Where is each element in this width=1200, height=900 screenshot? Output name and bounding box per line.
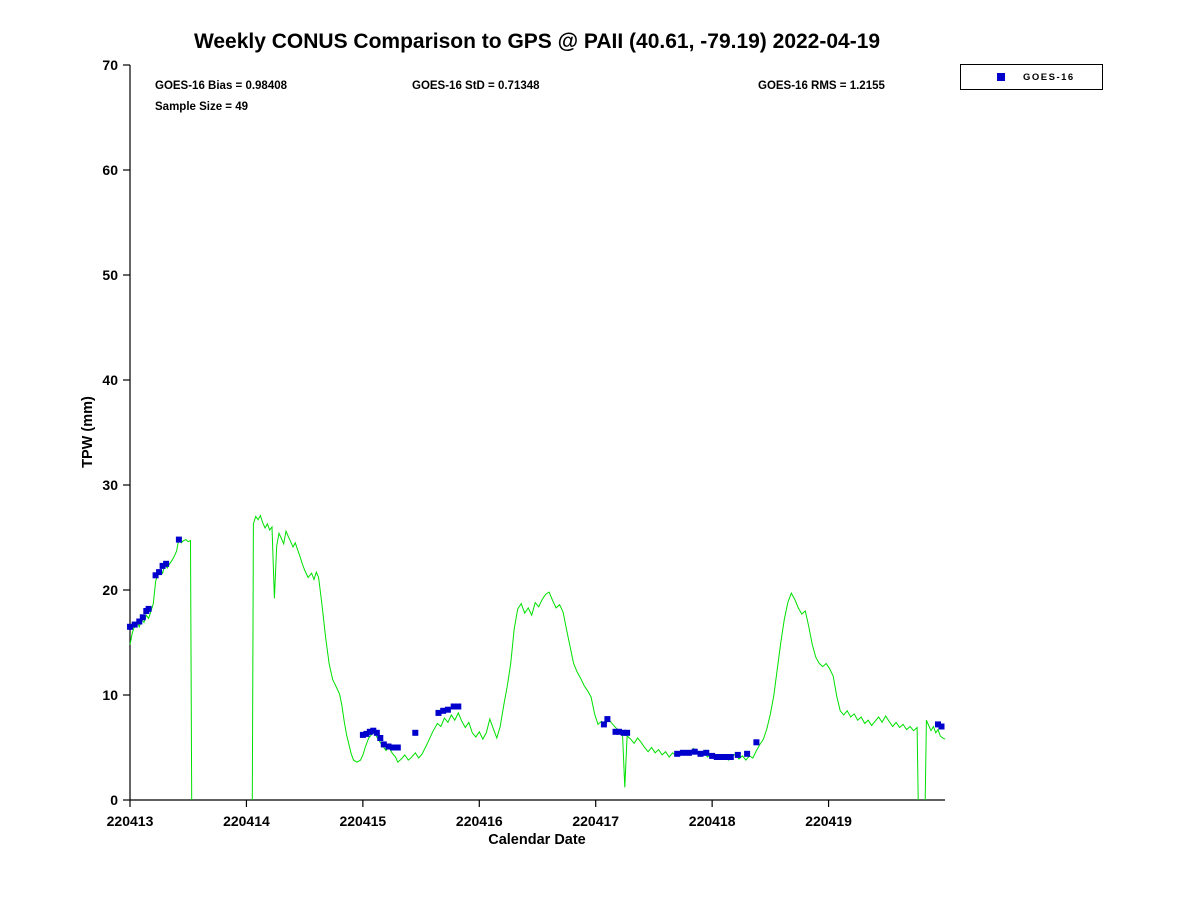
- legend-label-goes16: GOES-16: [1023, 71, 1075, 83]
- stat-bias: GOES-16 Bias = 0.98408: [155, 80, 288, 92]
- svg-text:60: 60: [102, 162, 118, 178]
- gps-line: [129, 514, 946, 801]
- svg-text:220417: 220417: [572, 813, 619, 829]
- x-axis-label: Calendar Date: [488, 832, 586, 848]
- svg-text:40: 40: [102, 372, 118, 388]
- svg-text:220415: 220415: [339, 813, 386, 829]
- svg-text:70: 70: [102, 57, 118, 73]
- legend-marker-square-icon: [997, 73, 1005, 81]
- axes: [129, 65, 945, 801]
- svg-text:220413: 220413: [107, 813, 154, 829]
- goes16-markers: [127, 536, 945, 760]
- svg-text:10: 10: [102, 687, 118, 703]
- chart-title: Weekly CONUS Comparison to GPS @ PAII (4…: [193, 30, 881, 53]
- svg-text:50: 50: [102, 267, 118, 283]
- y-ticks: 0 10 20 30 40 50 60 70: [102, 57, 130, 808]
- legend: GOES-16: [960, 64, 1103, 90]
- svg-text:20: 20: [102, 582, 118, 598]
- svg-text:0: 0: [110, 792, 118, 808]
- stat-std: GOES-16 StD = 0.71348: [412, 80, 540, 92]
- svg-text:220416: 220416: [456, 813, 503, 829]
- svg-text:30: 30: [102, 477, 118, 493]
- stat-rms: GOES-16 RMS = 1.2155: [758, 80, 885, 92]
- y-axis-label: TPW (mm): [80, 396, 96, 468]
- svg-text:220418: 220418: [689, 813, 736, 829]
- svg-text:220414: 220414: [223, 813, 270, 829]
- x-ticks: 220413 220414 220415 220416 220417 220418 2204…: [107, 800, 852, 829]
- svg-text:220419: 220419: [805, 813, 852, 829]
- stat-sample-size: Sample Size = 49: [155, 101, 249, 113]
